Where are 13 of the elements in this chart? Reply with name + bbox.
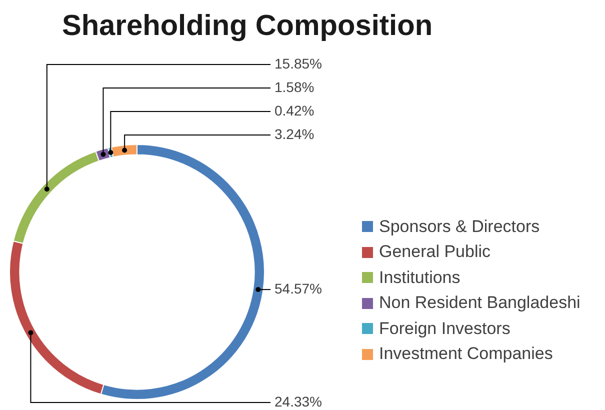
data-label: 54.57% [274,280,322,296]
data-label: 15.85% [274,55,322,72]
legend-label: Sponsors & Directors [379,216,540,237]
data-label: 1.58% [274,78,314,95]
data-label: 3.24% [274,126,314,142]
legend-label: Institutions [379,268,460,288]
legend-label: General Public [379,242,491,262]
chart-title: Shareholding Composition [62,10,433,43]
legend-label: Investment Companies [379,344,553,364]
data-label: 24.33% [274,393,322,410]
data-label: 0.42% [274,102,314,118]
legend-label: Non Resident Bangladeshi [379,293,580,314]
legend-label: Foreign Investors [379,318,510,339]
